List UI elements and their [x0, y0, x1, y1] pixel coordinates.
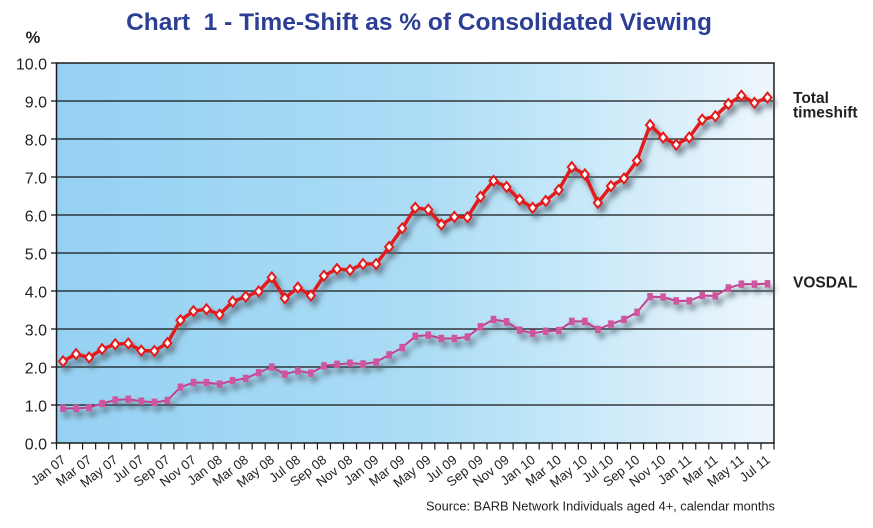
svg-text:1.0: 1.0 — [25, 399, 47, 416]
svg-text:timeshift: timeshift — [793, 105, 858, 122]
svg-text:Source: BARB Network Individua: Source: BARB Network Individuals aged 4+… — [426, 499, 775, 514]
svg-text:9.0: 9.0 — [25, 95, 47, 112]
svg-text:2.0: 2.0 — [25, 361, 47, 378]
svg-text:VOSDAL: VOSDAL — [793, 275, 858, 292]
svg-text:Total: Total — [793, 90, 829, 107]
svg-text:5.0: 5.0 — [25, 247, 47, 264]
svg-text:7.0: 7.0 — [25, 171, 47, 188]
svg-text:3.0: 3.0 — [25, 323, 47, 340]
svg-text:8.0: 8.0 — [25, 133, 47, 150]
svg-text:6.0: 6.0 — [25, 209, 47, 226]
svg-text:4.0: 4.0 — [25, 285, 47, 302]
svg-text:0.0: 0.0 — [25, 437, 47, 454]
svg-text:10.0: 10.0 — [16, 57, 47, 74]
svg-text:Chart 1 - Time-Shift as % of: Chart 1 - Time-Shift as % of Consolidate… — [126, 9, 712, 36]
svg-text:%: % — [26, 29, 41, 47]
